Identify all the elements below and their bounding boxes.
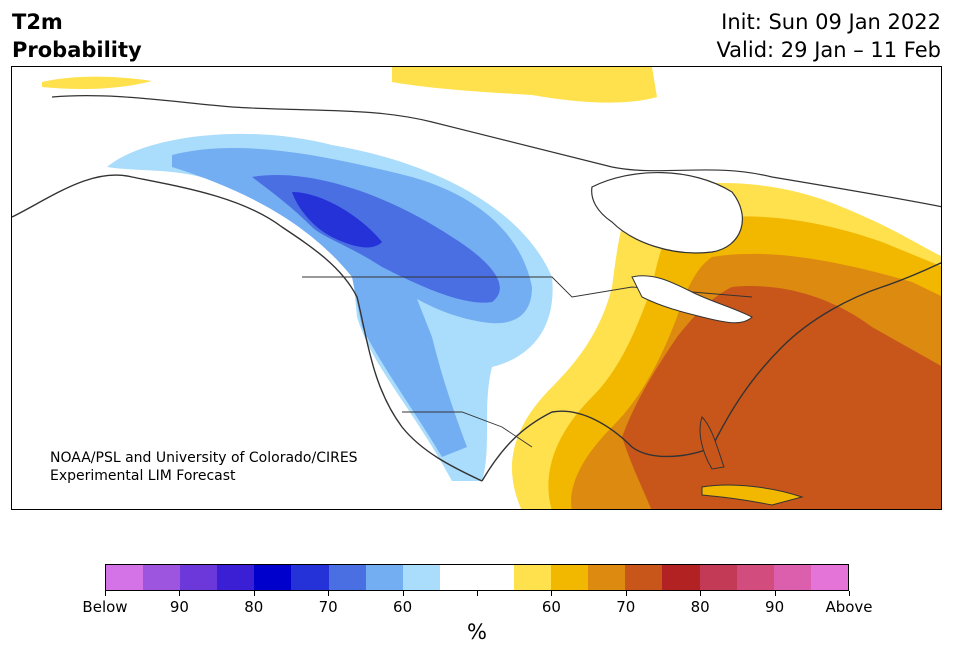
colorbar-tick-label: 90 xyxy=(169,598,189,616)
cuba xyxy=(701,484,804,506)
colorbar-swatch xyxy=(402,565,440,590)
colorbar-swatch xyxy=(143,565,181,590)
colorbar-tick-mark xyxy=(179,591,181,596)
colorbar-swatch xyxy=(328,565,366,590)
colorbar-tick-mark xyxy=(625,591,627,596)
colorbar-tick-mark xyxy=(774,591,776,596)
colorbar-tick-mark xyxy=(477,591,478,596)
colorbar-swatch xyxy=(291,565,329,590)
coastline-west xyxy=(12,174,483,482)
colorbar-tick-label: 60 xyxy=(393,598,413,616)
coastline-gulf xyxy=(481,410,713,482)
colorbar-swatch xyxy=(476,565,515,590)
colorbar-swatch xyxy=(736,565,774,590)
colorbar-swatch xyxy=(514,565,552,590)
colorbar-swatch xyxy=(773,565,811,590)
unit-label: % xyxy=(467,620,487,644)
colorbar-swatch xyxy=(699,565,737,590)
init-date-label: Init: Sun 09 Jan 2022 xyxy=(721,10,941,34)
colorbar-swatch xyxy=(810,565,848,590)
colorbar-tick-mark xyxy=(328,591,330,596)
florida xyxy=(699,416,725,470)
colorbar-swatch xyxy=(365,565,403,590)
colorbar xyxy=(105,564,849,591)
credit-line-1: NOAA/PSL and University of Colorado/CIRE… xyxy=(50,450,358,466)
colorbar-swatch xyxy=(439,565,477,590)
map-canvas xyxy=(12,67,941,509)
border-us-canada xyxy=(302,276,753,298)
colorbar-swatch xyxy=(551,565,589,590)
warm-region-90 xyxy=(622,286,941,509)
forecast-dates: Init: Sun 09 Jan 2022 Valid: 29 Jan – 11… xyxy=(716,8,941,64)
colorbar-tick-mark xyxy=(105,591,106,596)
colorbar-tick-label: Above xyxy=(825,598,873,616)
valid-date-label: Valid: 29 Jan – 11 Feb xyxy=(716,38,941,62)
hudson-bay xyxy=(591,171,743,254)
colorbar-tick-label: Below xyxy=(82,598,128,616)
colorbar-tick-mark xyxy=(402,591,404,596)
colorbar-swatch xyxy=(106,565,144,590)
cold-region-70 xyxy=(172,147,532,457)
colorbar-swatch xyxy=(625,565,663,590)
colorbar-tick-label: 70 xyxy=(318,598,338,616)
colorbar-tick-label: 70 xyxy=(616,598,636,616)
colorbar-swatch xyxy=(180,565,218,590)
colorbar-tick-mark xyxy=(849,591,850,596)
colorbar-swatch xyxy=(254,565,292,590)
probability-map: NOAA/PSL and University of Colorado/CIRE… xyxy=(11,66,942,510)
colorbar-tick-mark xyxy=(700,591,702,596)
arctic-warm-patch xyxy=(392,67,657,103)
colorbar-tick-label: 80 xyxy=(690,598,710,616)
great-lakes xyxy=(631,275,753,324)
coastline-north xyxy=(51,95,941,208)
colorbar-tick-label: 90 xyxy=(765,598,785,616)
title-line-1: T2m xyxy=(12,10,63,34)
colorbar-tick-mark xyxy=(253,591,255,596)
colorbar-tick-label: 60 xyxy=(541,598,561,616)
title-line-2: Probability xyxy=(12,38,142,62)
colorbar-swatch xyxy=(217,565,255,590)
colorbar-tick-label: 80 xyxy=(244,598,264,616)
credit-text: NOAA/PSL and University of Colorado/CIRE… xyxy=(50,449,358,485)
map-title: T2m Probability xyxy=(12,8,142,64)
border-us-mexico xyxy=(402,411,533,448)
coastline-east xyxy=(711,262,941,448)
credit-line-2: Experimental LIM Forecast xyxy=(50,468,236,484)
cold-region-90 xyxy=(292,192,382,248)
colorbar-swatch xyxy=(588,565,626,590)
colorbar-swatch xyxy=(662,565,700,590)
arctic-warm-patch-2 xyxy=(42,76,152,89)
colorbar-tick-mark xyxy=(551,591,553,596)
